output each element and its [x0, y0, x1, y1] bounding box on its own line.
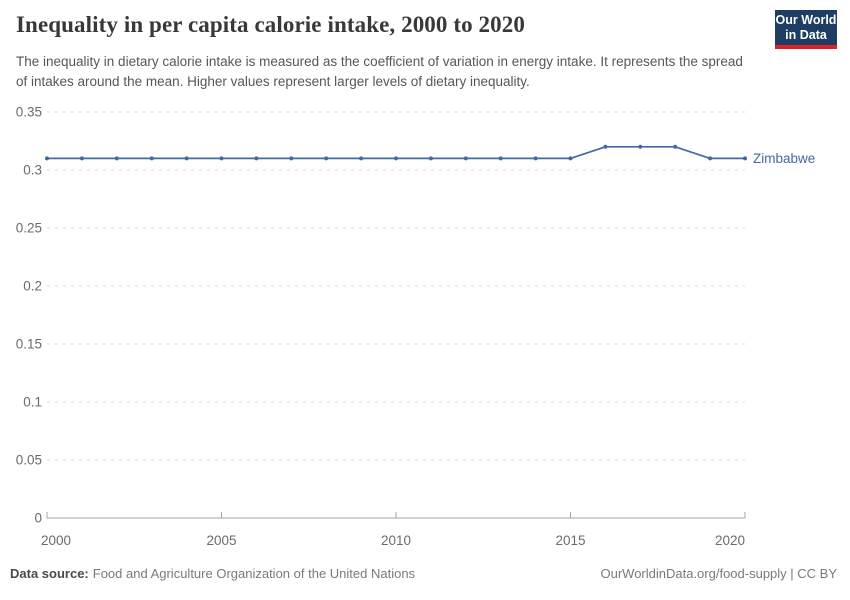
- data-point[interactable]: [463, 156, 468, 161]
- data-point[interactable]: [219, 156, 224, 161]
- data-point[interactable]: [359, 156, 364, 161]
- data-point[interactable]: [45, 156, 49, 161]
- data-point[interactable]: [428, 156, 433, 161]
- data-point[interactable]: [149, 156, 154, 161]
- chart-subtitle: The inequality in dietary calorie intake…: [16, 54, 743, 89]
- y-tick-label: 0.2: [23, 279, 42, 294]
- data-point[interactable]: [184, 156, 189, 161]
- x-tick-label: 2000: [41, 533, 71, 548]
- data-source-label: Data source:: [10, 566, 89, 581]
- y-tick-label: 0: [34, 511, 42, 526]
- data-point[interactable]: [743, 156, 747, 161]
- data-point[interactable]: [498, 156, 503, 161]
- data-point[interactable]: [533, 156, 538, 161]
- data-point[interactable]: [568, 156, 573, 161]
- x-tick-label: 2010: [381, 533, 411, 548]
- data-point[interactable]: [394, 156, 398, 161]
- y-tick-label: 0.1: [23, 395, 42, 410]
- y-tick-label: 0.15: [16, 337, 42, 352]
- x-tick-label: 2005: [206, 533, 236, 548]
- data-point[interactable]: [254, 156, 259, 161]
- y-tick-label: 0.25: [16, 221, 42, 236]
- data-point[interactable]: [603, 144, 608, 149]
- y-tick-label: 0.3: [23, 163, 42, 178]
- data-source-text: Food and Agriculture Organization of the…: [92, 566, 416, 581]
- x-tick-label: 2015: [555, 533, 585, 548]
- logo-line-2: in Data: [785, 27, 827, 42]
- data-point[interactable]: [114, 156, 119, 161]
- data-point[interactable]: [638, 144, 643, 149]
- data-point[interactable]: [673, 144, 678, 149]
- data-point[interactable]: [79, 156, 84, 161]
- data-point[interactable]: [708, 156, 713, 161]
- page-title: Inequality in per capita calorie intake,…: [16, 12, 525, 37]
- series-label[interactable]: Zimbabwe: [753, 151, 815, 166]
- logo-line-1: Our World: [775, 13, 837, 28]
- y-tick-label: 0.35: [16, 105, 42, 120]
- y-tick-label: 0.05: [16, 453, 42, 468]
- credit-link[interactable]: OurWorldinData.org/food-supply | CC BY: [600, 566, 837, 581]
- data-point[interactable]: [289, 156, 294, 161]
- chart-footer: Data source: Food and Agriculture Organiz…: [10, 566, 837, 581]
- owid-logo: Our World in Data: [775, 10, 837, 49]
- x-tick-label: 2020: [715, 533, 745, 548]
- data-source: Data source: Food and Agriculture Organiz…: [10, 566, 415, 581]
- data-point[interactable]: [324, 156, 329, 161]
